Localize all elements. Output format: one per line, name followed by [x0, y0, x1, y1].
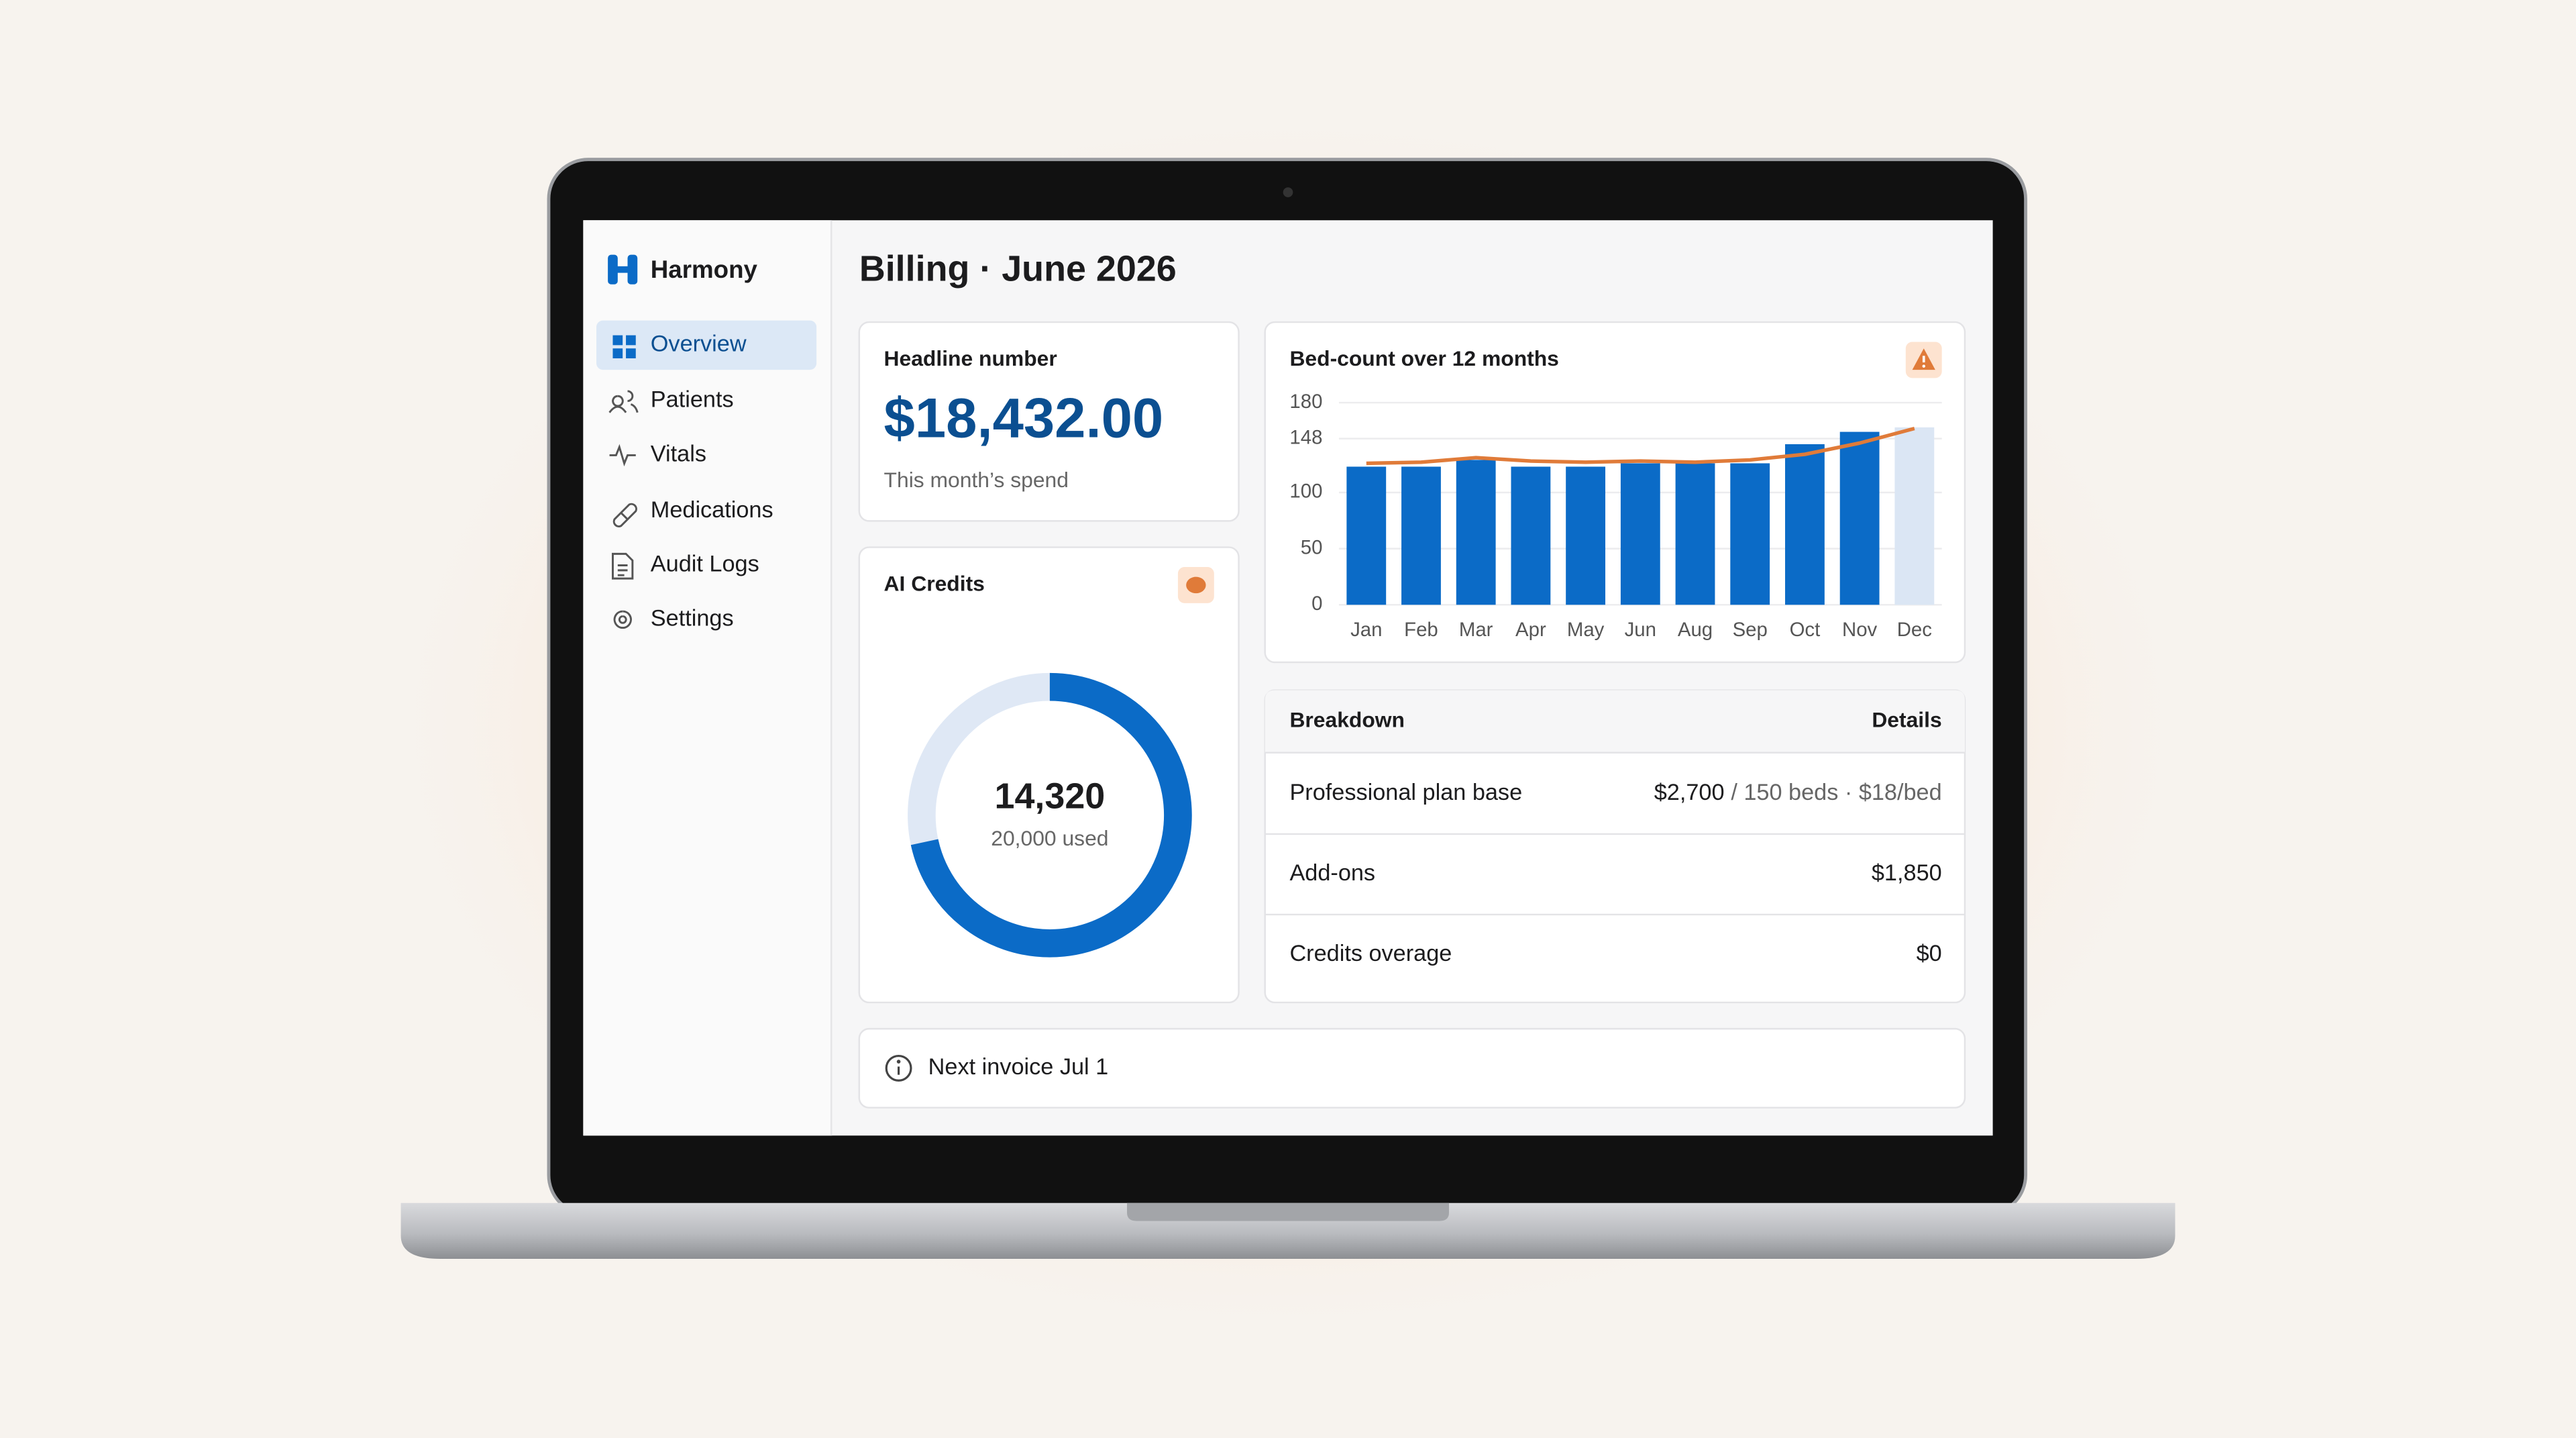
x-tick-label: Nov	[1842, 619, 1878, 641]
table-header	[1265, 690, 1965, 753]
invoice-text: Next invoice Jul 1	[928, 1054, 1109, 1080]
y-tick-label: 180	[1289, 391, 1322, 413]
nav-item[interactable]: Settings	[651, 605, 734, 631]
row-label: Professional plan base	[1289, 780, 1522, 805]
bar	[1456, 460, 1496, 605]
x-tick-label: Mar	[1459, 619, 1493, 641]
y-tick-label: 148	[1289, 426, 1322, 448]
warning-icon	[1905, 342, 1942, 378]
camera	[1283, 187, 1293, 197]
nav-active-bg	[596, 320, 817, 370]
x-tick-label: Dec	[1897, 619, 1932, 641]
brand-name: Harmony	[651, 256, 758, 283]
nav-item[interactable]: Vitals	[651, 442, 706, 467]
bar	[1620, 463, 1660, 605]
card	[858, 1027, 1966, 1109]
x-tick-label: Jun	[1625, 619, 1656, 641]
x-tick-label: Sep	[1733, 619, 1768, 641]
bar	[1346, 466, 1387, 605]
chart-title: Bed-count over 12 months	[1289, 346, 1558, 370]
credits-icon	[1177, 566, 1214, 603]
y-tick-label: 50	[1301, 536, 1323, 558]
x-tick-label: May	[1567, 619, 1605, 641]
y-tick-label: 0	[1311, 593, 1322, 615]
x-tick-label: Apr	[1515, 619, 1546, 641]
nav-icon	[612, 552, 634, 580]
brand-logo	[608, 254, 638, 285]
bar	[1511, 466, 1551, 605]
nav-icon	[612, 503, 637, 527]
row-label: Add-ons	[1289, 860, 1375, 886]
bar	[1839, 431, 1880, 605]
nav-icon	[612, 335, 636, 358]
x-tick-label: Jan	[1350, 619, 1382, 641]
nav-item[interactable]: Audit Logs	[651, 552, 759, 577]
headline-value: $18,432.00	[884, 387, 1164, 449]
x-tick-label: Oct	[1790, 619, 1821, 641]
credits-total: 20,000 used	[991, 826, 1108, 850]
nav-icon	[608, 390, 639, 413]
bar	[1894, 427, 1935, 605]
card	[858, 321, 1240, 522]
x-tick-label: Feb	[1404, 619, 1438, 641]
card-title: AI Credits	[884, 571, 985, 595]
row-amount: $1,850	[1872, 860, 1942, 886]
x-tick-label: Aug	[1678, 619, 1713, 641]
page-title: Billing · June 2026	[859, 248, 1177, 289]
card-title: Headline number	[884, 346, 1057, 370]
sidebar	[583, 220, 832, 1136]
row-amount: $0	[1917, 941, 1942, 966]
amount-note: / 150 beds · $18/bed	[1731, 780, 1941, 805]
trend-line	[1366, 426, 1915, 466]
nav-item[interactable]: Overview	[651, 331, 747, 356]
headline-caption: This month’s spend	[884, 468, 1069, 492]
y-tick-label: 100	[1289, 480, 1322, 503]
row-amount: $2,700/ 150 beds · $18/bed	[1654, 780, 1942, 805]
donut-arc	[908, 672, 1192, 958]
info-icon	[885, 1054, 912, 1082]
amount: $0	[1917, 941, 1942, 966]
nav-item[interactable]: Patients	[651, 387, 734, 413]
bar	[1675, 463, 1715, 605]
table-details: Details	[1872, 708, 1941, 732]
bar	[1730, 463, 1770, 605]
nav-icon	[609, 444, 636, 467]
credits-used: 14,320	[995, 776, 1106, 817]
nav-icon	[613, 610, 632, 629]
amount: $2,700	[1654, 780, 1725, 805]
row-label: Credits overage	[1289, 941, 1452, 966]
laptop-base	[400, 1202, 2176, 1259]
bar	[1401, 466, 1441, 605]
nav-item[interactable]: Medications	[651, 497, 773, 523]
laptop-notch	[1127, 1202, 1449, 1221]
bar	[1566, 466, 1606, 605]
table-title: Breakdown	[1289, 708, 1405, 732]
amount: $1,850	[1872, 860, 1942, 886]
bar	[1785, 444, 1825, 605]
